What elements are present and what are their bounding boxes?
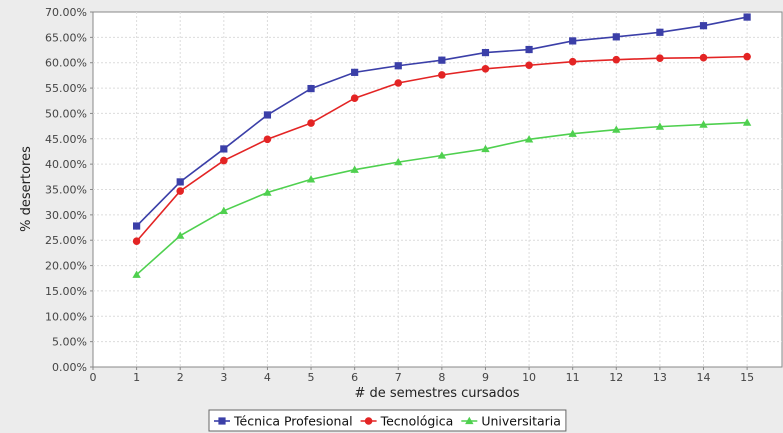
data-point [306,175,316,183]
y-tick-label: 70.00% [45,6,87,19]
x-tick-label: 10 [522,371,536,384]
legend-marker [364,417,373,425]
y-tick-label: 60.00% [45,57,87,70]
legend-item-universitaria: Universitaria [461,414,561,429]
legend-box [208,409,567,432]
data-point [481,144,490,153]
x-tick-label: 12 [609,371,623,384]
data-point [307,84,315,93]
y-tick-label: 40.00% [45,158,87,171]
data-point [743,13,751,21]
data-point [263,135,272,144]
series-tecnologica [132,52,751,246]
data-point [699,53,708,62]
data-point [220,156,228,165]
x-tick-label: 9 [482,371,489,384]
data-point [437,151,447,159]
data-point [699,22,708,30]
x-tick-label: 3 [220,371,227,384]
x-tick-label: 14 [697,371,711,384]
data-point [612,55,621,64]
x-tick-label: 4 [264,371,271,384]
x-tick-label: 15 [740,371,754,384]
data-point [438,71,446,79]
y-tick-label: 35.00% [45,184,87,197]
data-point [481,65,490,73]
data-point [743,52,751,61]
x-tick-label: 7 [395,371,402,384]
series-tecnica-profesional [133,13,751,230]
data-point [132,237,141,246]
data-point [656,28,664,36]
y-axis-title: % desertores [19,146,34,232]
data-point [742,118,752,126]
legend-item-tecnica-profesional: Técnica Profesional [214,414,353,429]
data-point [612,125,621,133]
legend-label: Técnica Profesional [233,414,353,429]
data-point [568,57,577,66]
data-point [307,119,315,127]
axes: 0.00% 5.00% 10.00% 15.00% 20.00% 25.00% 30.00%… [45,6,754,384]
data-point [525,45,533,54]
y-tick-label: 45.00% [45,133,87,146]
data-point [394,62,402,70]
data-point [656,54,664,62]
data-point [351,68,359,76]
legend-marker [218,417,226,425]
data-point [263,188,272,196]
x-tick-label: 2 [177,371,184,384]
y-tick-label: 25.00% [45,234,87,247]
data-point [176,231,185,239]
data-point [394,79,403,87]
x-axis-title: # de semestres cursados [354,386,519,401]
y-tick-label: 30.00% [45,209,87,222]
y-tick-label: 55.00% [45,82,87,95]
data-point [481,48,490,57]
data-point [438,56,446,64]
data-point [133,222,141,230]
data-point [132,270,141,278]
data-point [394,157,403,166]
legend-label: Universitaria [481,414,561,429]
y-tick-label: 15.00% [45,285,87,298]
series-universitaria [132,118,752,278]
y-tick-label: 0.00% [52,361,87,374]
data-point [525,61,533,70]
x-tick-label: 0 [90,371,97,384]
data-point [350,165,359,173]
x-tick-label: 1 [133,371,140,384]
legend-item-tecnologica: Tecnológica [360,414,454,429]
series-layer [132,13,752,278]
x-tick-label: 8 [438,371,445,384]
data-point [176,187,185,195]
data-point [350,94,359,103]
data-point [568,129,577,137]
x-tick-label: 13 [653,371,667,384]
legend-marker [465,416,474,425]
y-tick-label: 50.00% [45,107,87,120]
data-point [220,145,228,153]
y-tick-label: 20.00% [45,260,87,273]
data-point [524,135,534,143]
data-point [176,178,184,186]
data-point [263,111,272,119]
data-point [612,33,620,41]
grid [93,12,782,367]
legend: Técnica Profesional Tecnológica Universita… [208,409,567,432]
y-tick-label: 5.00% [52,336,87,349]
x-tick-label: 6 [351,371,358,384]
legend-label: Tecnológica [380,414,454,429]
data-point [655,122,665,130]
x-tick-label: 11 [566,371,580,384]
data-point [219,206,229,214]
data-point [699,120,708,128]
y-tick-label: 10.00% [45,310,87,323]
x-tick-label: 5 [308,371,315,384]
y-tick-label: 65.00% [45,31,87,44]
data-point [569,37,577,45]
